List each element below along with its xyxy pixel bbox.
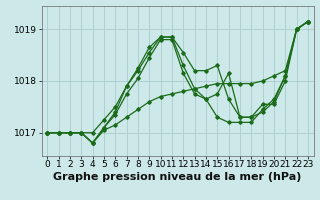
X-axis label: Graphe pression niveau de la mer (hPa): Graphe pression niveau de la mer (hPa) [53, 172, 302, 182]
